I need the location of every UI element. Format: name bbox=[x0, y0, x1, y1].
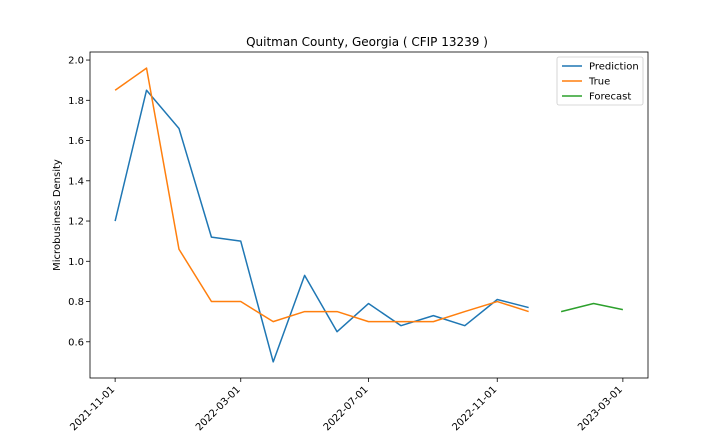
y-tick-label: 1.8 bbox=[68, 96, 84, 107]
plot-area bbox=[114, 67, 624, 363]
y-tick-label: 2.0 bbox=[68, 56, 84, 67]
y-tick-label: 1.2 bbox=[68, 217, 84, 228]
y-tick-label: 0.8 bbox=[68, 297, 84, 308]
legend: Prediction True Forecast bbox=[556, 56, 644, 106]
series-line-prediction bbox=[114, 89, 529, 363]
x-tick-label: 2022-03-01 bbox=[194, 384, 243, 432]
legend-label-forecast: Forecast bbox=[589, 92, 631, 103]
x-tick-label: 2021-11-01 bbox=[68, 384, 117, 432]
legend-label-prediction: Prediction bbox=[589, 62, 639, 73]
chart-title: Quitman County, Georgia ( CFIP 13239 ) bbox=[246, 35, 488, 49]
series-line-true bbox=[114, 67, 529, 323]
x-tick-label: 2022-07-01 bbox=[322, 384, 371, 432]
legend-box bbox=[556, 56, 644, 106]
legend-label-true: True bbox=[588, 77, 610, 88]
y-tick-label: 0.6 bbox=[68, 337, 84, 348]
y-tick-label: 1.6 bbox=[68, 136, 84, 147]
plot-frame bbox=[89, 51, 649, 379]
y-tick-label: 1.0 bbox=[68, 257, 84, 268]
y-axis-label: Microbusiness Density bbox=[52, 159, 63, 271]
x-tick-label: 2023-03-01 bbox=[576, 384, 625, 432]
x-tick-label: 2022-11-01 bbox=[450, 384, 499, 432]
series-line-forecast bbox=[560, 302, 624, 313]
y-tick-label: 1.4 bbox=[68, 176, 84, 187]
